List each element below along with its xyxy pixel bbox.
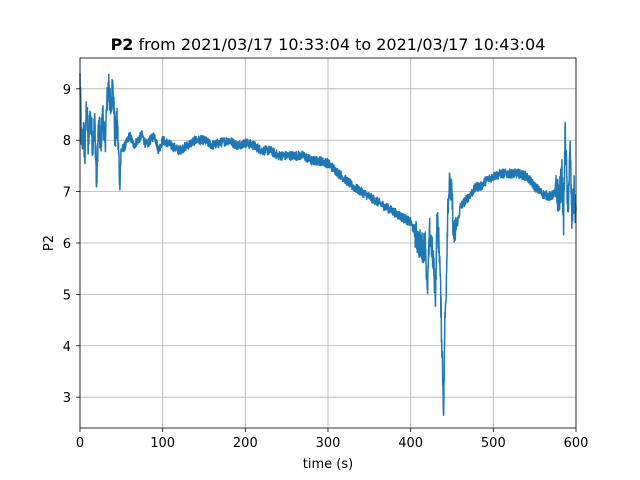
data-series <box>79 72 577 417</box>
y-tick-label: 9 <box>63 83 71 98</box>
x-tick-label: 100 <box>150 436 175 451</box>
chart-title-bold: P2 <box>111 35 134 54</box>
x-tick-label: 400 <box>398 436 423 451</box>
x-tick-label: 500 <box>481 436 506 451</box>
chart-title-rest: from 2021/03/17 10:33:04 to 2021/03/17 1… <box>139 35 546 54</box>
y-tick-label: 7 <box>63 186 71 201</box>
y-tick-label: 6 <box>63 237 71 252</box>
grid-lines <box>79 58 577 428</box>
series-line <box>79 72 577 417</box>
y-tick-label: 8 <box>63 134 71 149</box>
x-tick-label: 300 <box>316 436 341 451</box>
y-tick-label: 4 <box>63 340 71 355</box>
axis-ticks: 0 100 200 300 400 500 600 3 4 5 6 7 8 9 <box>63 83 589 451</box>
chart-title: P2 from 2021/03/17 10:33:04 to 2021/03/1… <box>111 35 546 54</box>
x-tick-label: 600 <box>564 436 589 451</box>
y-tick-label: 3 <box>63 391 71 406</box>
y-tick-label: 5 <box>63 288 71 303</box>
x-tick-label: 200 <box>233 436 258 451</box>
y-axis-label: P2 <box>42 235 57 251</box>
x-axis-label: time (s) <box>303 457 353 472</box>
x-tick-label: 0 <box>76 436 84 451</box>
